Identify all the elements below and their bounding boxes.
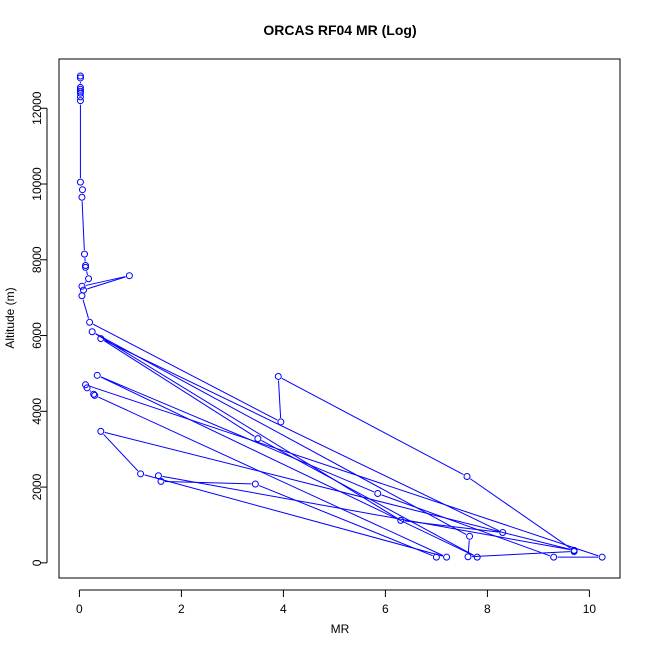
data-point xyxy=(154,472,162,480)
data-point xyxy=(463,472,471,480)
series-segment xyxy=(471,551,571,558)
y-tick-label: 2000 xyxy=(30,473,44,500)
series-layer xyxy=(76,72,606,561)
data-point xyxy=(137,470,145,478)
y-tick-label: 4000 xyxy=(30,398,44,425)
data-point xyxy=(76,72,84,80)
data-point xyxy=(81,250,88,258)
y-tick-label: 0 xyxy=(30,559,44,566)
data-point xyxy=(85,275,93,283)
data-point xyxy=(76,93,84,101)
data-point xyxy=(78,186,86,194)
data-point xyxy=(76,97,84,105)
data-point xyxy=(125,272,133,280)
data-point xyxy=(82,263,90,271)
data-point xyxy=(78,282,86,290)
data-point xyxy=(277,418,285,426)
series-segment xyxy=(104,339,500,532)
x-tick-label: 4 xyxy=(280,602,287,616)
y-axis: 0 2000 4000 6000 8000 10000 12000 xyxy=(30,91,48,566)
series-segment xyxy=(81,201,85,251)
data-point xyxy=(78,292,86,300)
data-point xyxy=(274,372,282,380)
data-point xyxy=(76,89,84,97)
y-axis-label: Altitude (m) xyxy=(3,287,17,348)
series-segment xyxy=(164,481,252,485)
data-point xyxy=(90,390,98,398)
data-point xyxy=(76,74,84,82)
y-tick-label: 12000 xyxy=(30,91,44,125)
y-tick-label: 6000 xyxy=(30,322,44,349)
x-tick-label: 6 xyxy=(382,602,389,616)
data-point xyxy=(464,553,472,561)
series-segment xyxy=(100,376,375,493)
data-point xyxy=(97,335,105,343)
plot-frame xyxy=(58,58,621,579)
series-segment xyxy=(104,431,571,550)
data-point xyxy=(88,328,96,336)
y-tick-label: 8000 xyxy=(30,246,44,273)
data-point xyxy=(83,384,91,392)
data-point xyxy=(397,516,405,524)
series-segment xyxy=(103,340,255,437)
series-segment xyxy=(162,475,571,551)
data-point xyxy=(157,477,165,485)
data-point xyxy=(374,490,382,498)
series-segment xyxy=(82,299,89,319)
x-tick-label: 10 xyxy=(583,602,597,616)
data-point xyxy=(86,318,94,326)
series-segment xyxy=(95,333,398,519)
series-segment xyxy=(281,377,464,476)
series-segment xyxy=(381,494,551,557)
data-point xyxy=(473,553,481,561)
data-point xyxy=(443,553,451,561)
series-segment xyxy=(258,485,433,557)
series-segment xyxy=(467,540,470,553)
series-segment xyxy=(98,396,444,556)
data-point xyxy=(251,480,259,488)
data-point xyxy=(570,546,578,554)
data-point xyxy=(93,371,101,379)
series-segment xyxy=(87,276,126,290)
data-point xyxy=(432,553,440,561)
series-segment xyxy=(144,474,443,557)
series-segment xyxy=(86,271,89,275)
data-point xyxy=(76,85,84,93)
series-segment xyxy=(470,478,572,549)
series-segment xyxy=(92,323,278,421)
series-segment xyxy=(84,281,87,284)
data-point xyxy=(78,193,86,201)
x-axis-label: MR xyxy=(331,622,350,636)
data-point xyxy=(91,391,99,399)
data-point xyxy=(466,532,474,540)
data-point xyxy=(550,553,558,561)
series-segment xyxy=(278,380,282,418)
series-segment xyxy=(89,390,92,392)
data-point xyxy=(254,435,262,443)
y-tick-label: 10000 xyxy=(30,167,44,201)
data-point xyxy=(76,178,84,186)
data-point xyxy=(598,553,606,561)
chart-title: ORCAS RF04 MR (Log) xyxy=(263,22,416,38)
data-point xyxy=(97,427,105,435)
x-tick-label: 0 xyxy=(76,602,83,616)
series-segment xyxy=(103,433,139,472)
series-segment xyxy=(85,276,126,286)
series-segment xyxy=(100,376,474,556)
x-tick-label: 8 xyxy=(484,602,491,616)
series-segment xyxy=(89,385,599,557)
x-tick-label: 2 xyxy=(178,602,185,616)
x-axis: 0 2 4 6 8 10 xyxy=(76,589,597,616)
data-point xyxy=(79,286,87,294)
data-point xyxy=(82,261,90,269)
series-segment xyxy=(95,333,467,535)
data-point xyxy=(499,529,507,537)
